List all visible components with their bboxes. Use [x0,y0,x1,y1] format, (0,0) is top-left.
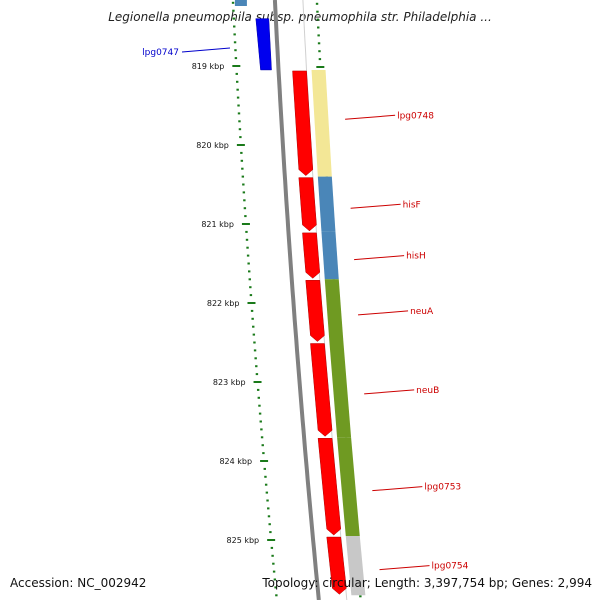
accession-text: Accession: NC_002942 [10,576,147,590]
gene-label-leader [354,255,405,261]
gene-label-leader [345,114,396,120]
genome-backbone [272,0,321,600]
gene-feature-plus[interactable] [305,280,325,342]
gene-feature-plus[interactable] [326,536,347,595]
cog-block [234,0,247,6]
gene-label[interactable]: hisF [403,200,421,210]
gene-label-layer: lpg0747 lpg0748 hisF hisH neuA neuB lpg0753 lpg… [142,47,469,572]
ruler-label: 824 kbp [219,457,252,466]
gene-feature-plus[interactable] [292,70,314,176]
ruler-label: 825 kbp [227,536,260,545]
cog-block [329,342,352,438]
topology-summary: Topology: circular; Length: 3,397,754 bp… [262,576,592,590]
cog-block [321,231,339,280]
cog-block [345,536,366,596]
gene-label[interactable]: lpg0747 [142,48,179,58]
gene-feature-minus[interactable] [255,18,272,71]
ruler-label: 822 kbp [207,299,240,308]
ruler-label: 820 kbp [196,141,229,150]
gene-label-leader [372,486,423,492]
gene-label[interactable]: lpg0748 [397,111,434,121]
map-title: Legionella pneumophila subsp. pneumophil… [108,10,492,24]
gene-label[interactable]: neuA [410,307,434,317]
cog-block [337,437,360,537]
gene-label[interactable]: hisH [406,252,426,262]
gene-feature-plus[interactable] [310,343,333,437]
ruler-label: 821 kbp [201,220,234,229]
gene-label[interactable]: lpg0753 [424,483,461,493]
ruler-label: 819 kbp [192,62,225,71]
gene-label-leader [379,565,430,571]
cog-layer [234,0,366,596]
gene-label[interactable]: lpg0754 [432,562,469,572]
ruler-label: 823 kbp [213,378,246,387]
gene-label-leader [358,310,409,316]
cog-block [311,69,332,177]
cog-block [324,279,344,343]
gene-feature-plus[interactable] [302,232,321,279]
cog-block [317,176,336,232]
gene-feature-plus[interactable] [317,438,342,536]
gene-label[interactable]: neuB [416,386,439,396]
gene-label-leader [350,203,401,209]
feature-layer [255,18,347,595]
gene-feature-plus[interactable] [298,177,317,232]
gene-label-leader [181,47,231,53]
gene-label-leader [364,389,415,395]
